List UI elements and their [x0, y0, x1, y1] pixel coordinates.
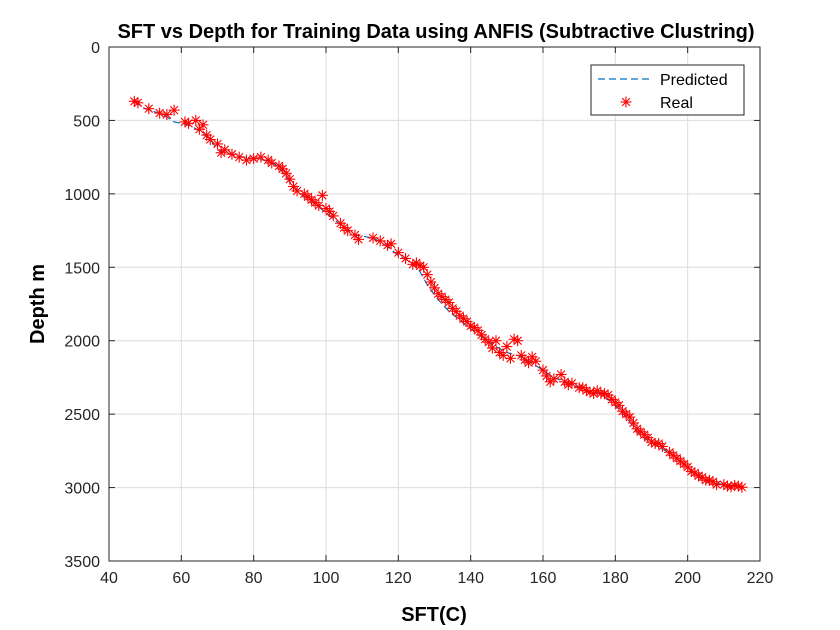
real-series: [128, 95, 748, 493]
legend-star-icon: [620, 96, 632, 108]
real-point: [248, 153, 260, 165]
real-point: [504, 352, 516, 364]
legend-real-label: Real: [660, 95, 693, 112]
x-tick-label: 80: [245, 570, 263, 587]
y-axis-label: Depth m: [27, 264, 49, 344]
real-point: [280, 167, 292, 179]
real-point: [523, 357, 535, 369]
x-tick-label: 180: [602, 570, 629, 587]
real-point: [425, 276, 437, 288]
real-point: [443, 297, 455, 309]
real-point: [190, 114, 202, 126]
real-point: [143, 103, 155, 115]
x-tick-label: 140: [457, 570, 484, 587]
real-point: [342, 225, 354, 237]
real-point: [219, 144, 231, 156]
x-tick-label: 100: [313, 570, 340, 587]
real-point: [193, 123, 205, 135]
real-point: [168, 104, 180, 116]
y-tick-label: 2500: [64, 407, 100, 424]
real-point: [349, 229, 361, 241]
chart-title: SFT vs Depth for Training Data using ANF…: [117, 21, 754, 43]
y-tick-label: 2000: [64, 334, 100, 351]
x-tick-label: 220: [747, 570, 774, 587]
real-point: [327, 210, 339, 222]
real-point: [530, 355, 542, 367]
real-point: [566, 377, 578, 389]
real-point: [483, 336, 495, 348]
real-point: [642, 432, 654, 444]
real-point: [624, 411, 636, 423]
real-point: [400, 252, 412, 264]
real-point: [374, 235, 386, 247]
real-point: [711, 479, 723, 491]
plot-frame: [108, 46, 761, 562]
x-tick-label: 200: [674, 570, 701, 587]
x-tick-label: 120: [385, 570, 412, 587]
real-point: [316, 189, 328, 201]
legend: Predicted Real: [590, 64, 745, 116]
y-tick-label: 3000: [64, 481, 100, 498]
real-point: [548, 373, 560, 385]
x-axis-label: SFT(C): [401, 604, 467, 626]
plot-area-background: [109, 47, 760, 561]
real-point: [204, 134, 216, 146]
real-point: [537, 364, 549, 376]
real-point: [392, 247, 404, 259]
legend-box: [590, 64, 745, 116]
real-point: [656, 440, 668, 452]
real-point: [161, 109, 173, 121]
real-point: [334, 217, 346, 229]
real-point: [512, 335, 524, 347]
real-point: [197, 119, 209, 131]
real-point: [154, 107, 166, 119]
real-point: [132, 97, 144, 109]
real-point: [284, 173, 296, 185]
y-tick-label: 500: [73, 113, 100, 130]
real-point: [353, 233, 365, 245]
x-axis-ticks: 40 60 80 100 120 140 160 180 200 220: [100, 47, 773, 587]
y-axis-ticks: 0 500 1000 1500 2000 2500 3000 3500: [64, 40, 760, 571]
real-point: [240, 154, 252, 166]
y-tick-label: 1000: [64, 187, 100, 204]
legend-real-marker: [620, 96, 632, 108]
real-point: [627, 417, 639, 429]
real-point: [212, 138, 223, 150]
legend-predicted-label: Predicted: [660, 72, 728, 89]
y-tick-label: 0: [91, 40, 100, 57]
real-point: [526, 351, 538, 363]
real-point: [490, 335, 502, 347]
y-tick-label: 1500: [64, 260, 100, 277]
x-tick-label: 160: [530, 570, 557, 587]
y-tick-label: 3500: [64, 554, 100, 571]
x-tick-label: 60: [172, 570, 190, 587]
x-tick-label: 40: [100, 570, 118, 587]
real-point: [385, 238, 397, 250]
real-point: [613, 399, 625, 411]
real-point: [429, 282, 440, 294]
real-point: [501, 341, 513, 353]
real-point: [736, 481, 748, 493]
